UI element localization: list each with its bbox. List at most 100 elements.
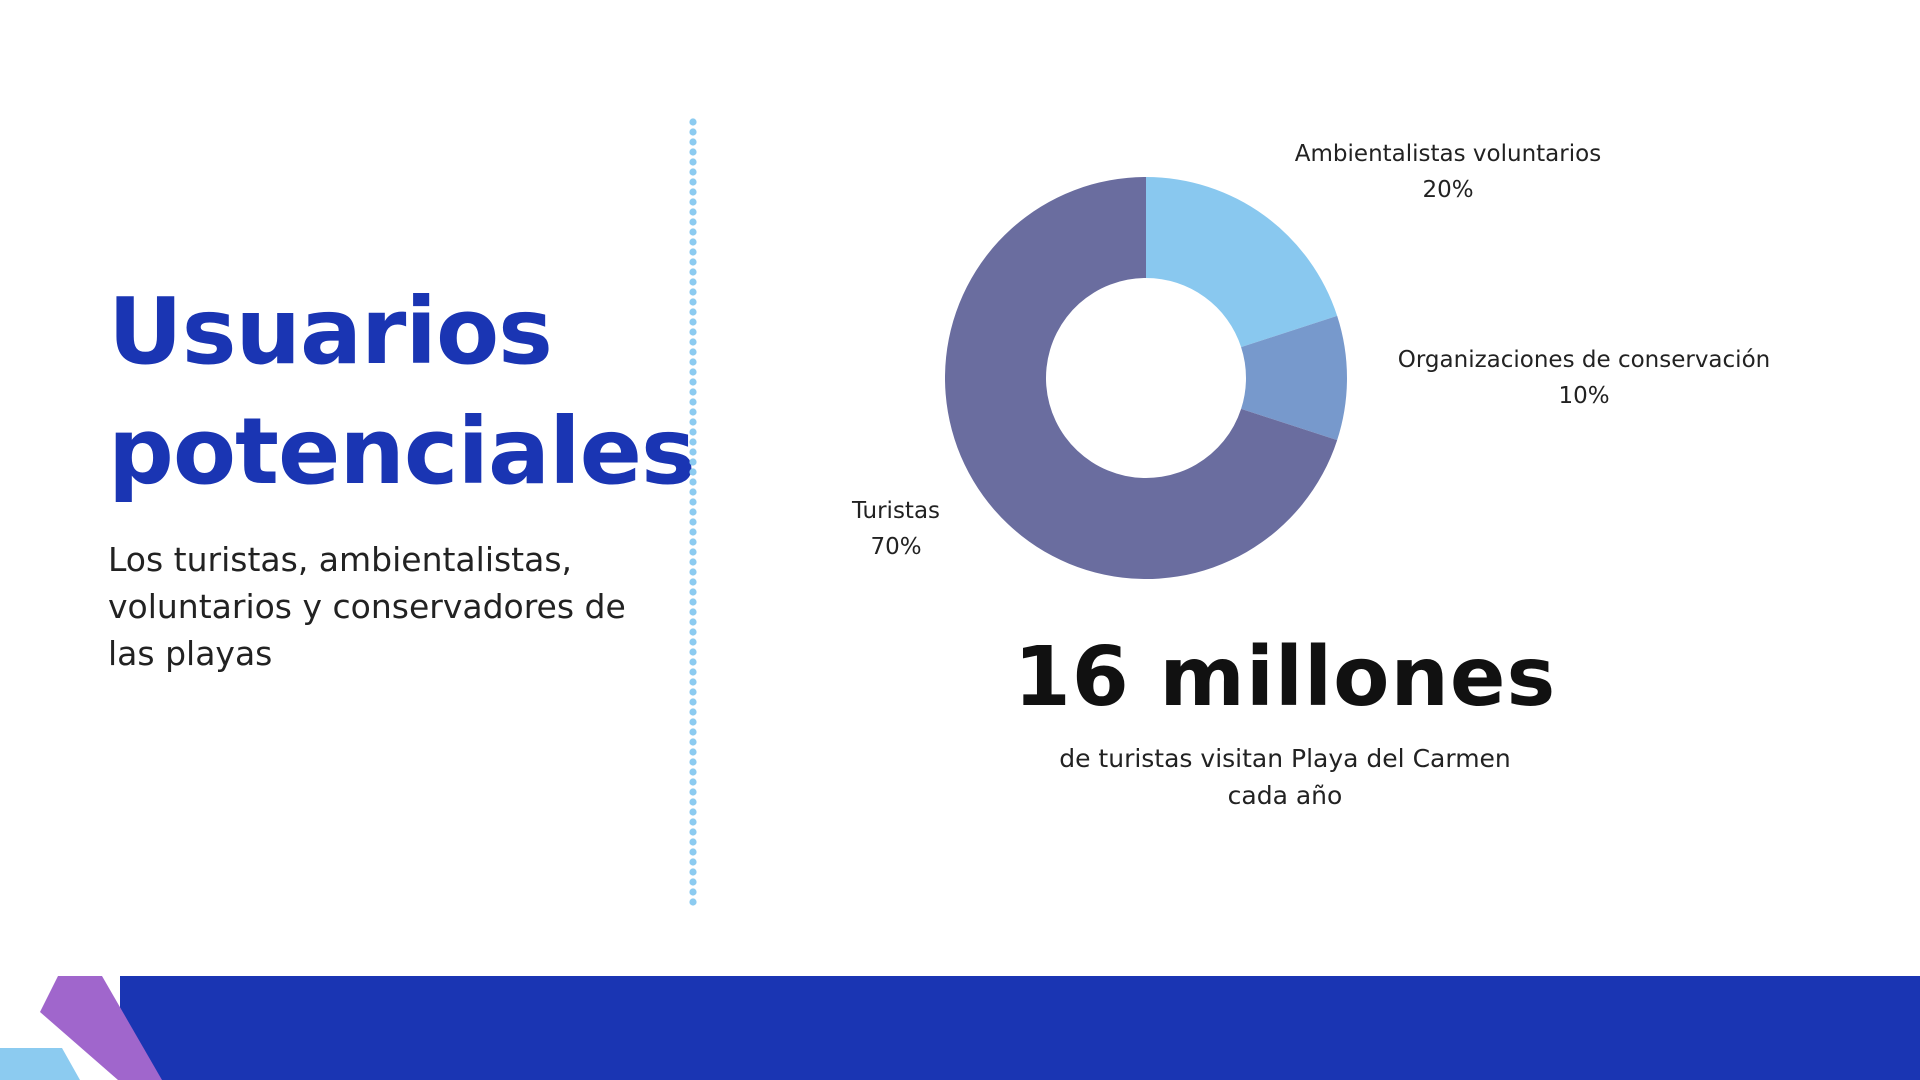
divider-dot xyxy=(689,728,697,736)
divider-dot xyxy=(689,348,697,356)
divider-dot xyxy=(689,888,697,896)
divider-dot xyxy=(689,848,697,856)
divider-dot xyxy=(689,458,697,466)
divider-dot xyxy=(689,838,697,846)
divider-dot xyxy=(689,658,697,666)
footer-blue-band xyxy=(120,976,1920,1080)
divider-dot xyxy=(689,548,697,556)
divider-dot xyxy=(689,168,697,176)
stat-caption: de turistas visitan Playa del Carmen cad… xyxy=(1059,744,1511,810)
divider-dot xyxy=(689,178,697,186)
divider-dot xyxy=(689,358,697,366)
divider-dot xyxy=(689,528,697,536)
divider-dot xyxy=(689,148,697,156)
dotted-divider xyxy=(689,118,697,906)
divider-dot xyxy=(689,488,697,496)
page-subtitle: Los turistas, ambientalistas, voluntario… xyxy=(108,540,626,673)
divider-dot xyxy=(689,188,697,196)
footer-purple-stripe xyxy=(40,976,162,1080)
divider-dot xyxy=(689,828,697,836)
divider-dot xyxy=(689,778,697,786)
page-title: Usuarios potenciales xyxy=(108,278,696,505)
divider-dot xyxy=(689,798,697,806)
divider-dot xyxy=(689,638,697,646)
stat-value: 16 millones xyxy=(1013,630,1557,725)
divider-dot xyxy=(689,408,697,416)
slice-label-ambientalistas: Ambientalistas voluntarios xyxy=(1295,141,1601,167)
divider-dot xyxy=(689,678,697,686)
divider-dot xyxy=(689,618,697,626)
divider-dot xyxy=(689,308,697,316)
donut-slice-0 xyxy=(1146,177,1338,348)
divider-dot xyxy=(689,748,697,756)
divider-dot xyxy=(689,818,697,826)
divider-dot xyxy=(689,118,697,126)
divider-dot xyxy=(689,158,697,166)
slice-label-turistas: Turistas xyxy=(851,498,940,524)
divider-dot xyxy=(689,278,697,286)
divider-dot xyxy=(689,388,697,396)
donut-slice-2 xyxy=(944,177,1338,579)
divider-dot xyxy=(689,788,697,796)
divider-dot xyxy=(689,738,697,746)
footer-light-shape xyxy=(0,1048,80,1080)
divider-dot xyxy=(689,368,697,376)
divider-dot xyxy=(689,628,697,636)
divider-dot xyxy=(689,398,697,406)
slice-value-turistas: 70% xyxy=(870,534,921,560)
divider-dot xyxy=(689,868,697,876)
divider-dot xyxy=(689,768,697,776)
divider-dot xyxy=(689,378,697,386)
donut-slice-1 xyxy=(1241,315,1347,441)
divider-dot xyxy=(689,238,697,246)
divider-dot xyxy=(689,298,697,306)
slice-label-organizaciones: Organizaciones de conservación xyxy=(1398,347,1770,373)
divider-dot xyxy=(689,258,697,266)
divider-dot xyxy=(689,288,697,296)
divider-dot xyxy=(689,248,697,256)
slice-value-ambientalistas: 20% xyxy=(1422,177,1473,203)
divider-dot xyxy=(689,808,697,816)
divider-dot xyxy=(689,698,697,706)
divider-dot xyxy=(689,858,697,866)
divider-dot xyxy=(689,508,697,516)
divider-dot xyxy=(689,538,697,546)
divider-dot xyxy=(689,898,697,906)
divider-dot xyxy=(689,578,697,586)
divider-dot xyxy=(689,428,697,436)
divider-dot xyxy=(689,498,697,506)
divider-dot xyxy=(689,268,697,276)
divider-dot xyxy=(689,228,697,236)
divider-dot xyxy=(689,568,697,576)
divider-dot xyxy=(689,718,697,726)
divider-dot xyxy=(689,138,697,146)
divider-dot xyxy=(689,328,697,336)
divider-dot xyxy=(689,518,697,526)
divider-dot xyxy=(689,418,697,426)
divider-dot xyxy=(689,448,697,456)
divider-dot xyxy=(689,758,697,766)
divider-dot xyxy=(689,198,697,206)
divider-dot xyxy=(689,318,697,326)
divider-dot xyxy=(689,338,697,346)
divider-dot xyxy=(689,128,697,136)
divider-dot xyxy=(689,588,697,596)
divider-dot xyxy=(689,608,697,616)
divider-dot xyxy=(689,878,697,886)
donut-slices xyxy=(944,177,1347,579)
divider-dot xyxy=(689,208,697,216)
divider-dot xyxy=(689,648,697,656)
divider-dot xyxy=(689,478,697,486)
divider-dot xyxy=(689,598,697,606)
divider-dot xyxy=(689,438,697,446)
divider-dot xyxy=(689,558,697,566)
divider-dot xyxy=(689,708,697,716)
divider-dot xyxy=(689,668,697,676)
footer-band xyxy=(0,976,1920,1080)
divider-dot xyxy=(689,688,697,696)
slice-value-organizaciones: 10% xyxy=(1558,383,1609,409)
divider-dot xyxy=(689,218,697,226)
divider-dot xyxy=(689,468,697,476)
